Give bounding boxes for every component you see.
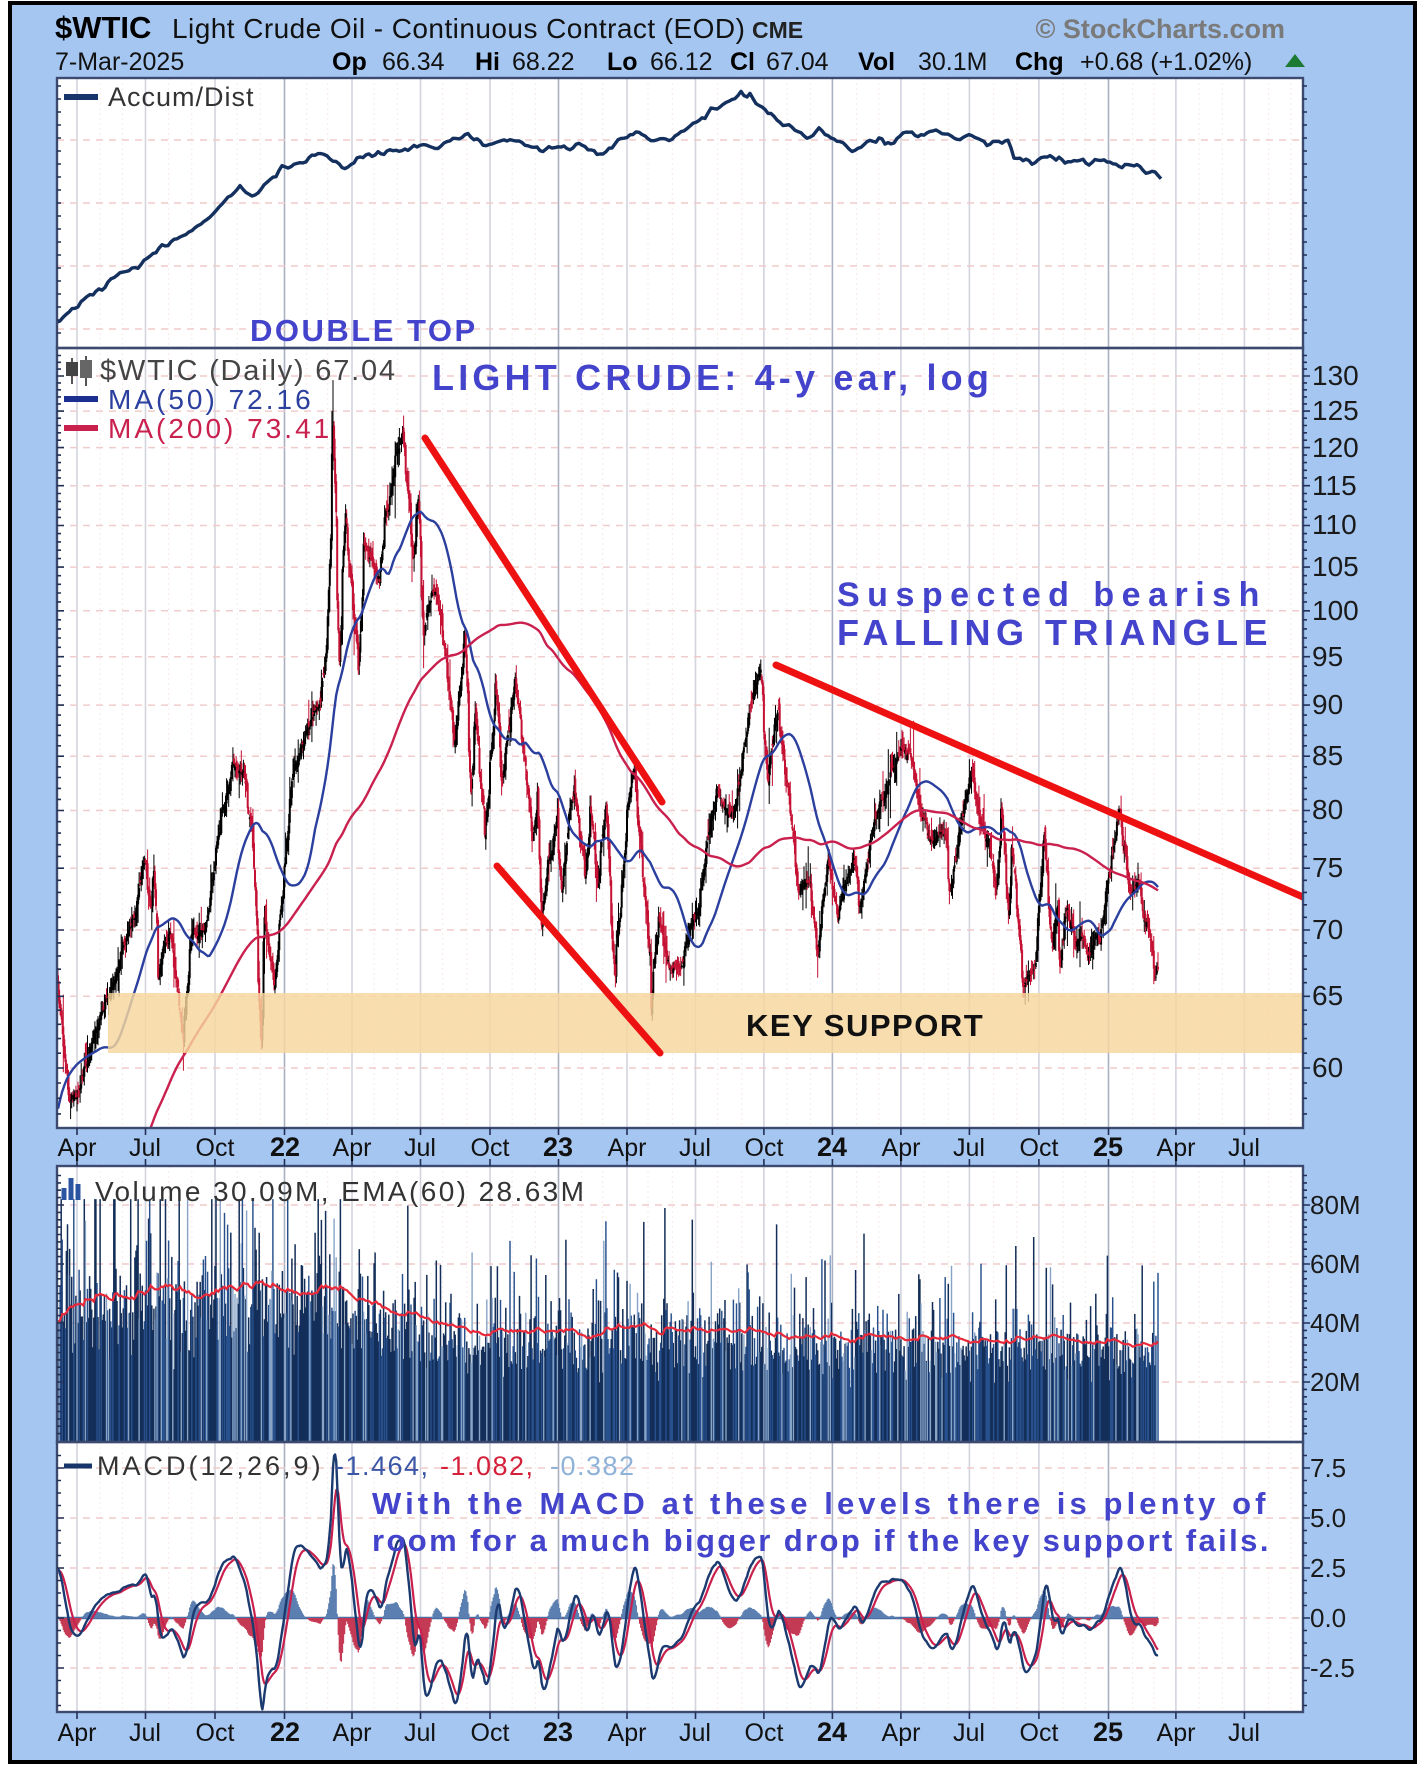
- svg-text:2.5: 2.5: [1310, 1553, 1346, 1583]
- svg-text:125: 125: [1312, 395, 1359, 426]
- svg-text:Oct: Oct: [471, 1719, 510, 1747]
- svg-text:Suspected bearish: Suspected bearish: [837, 576, 1267, 614]
- svg-text:Oct: Oct: [471, 1134, 510, 1162]
- svg-text:KEY SUPPORT: KEY SUPPORT: [746, 1008, 984, 1043]
- svg-text:Light Crude Oil - Continuous C: Light Crude Oil - Continuous Contract (E…: [172, 13, 745, 44]
- svg-text:Apr: Apr: [333, 1719, 372, 1747]
- svg-text:$WTIC: $WTIC: [55, 10, 151, 45]
- svg-text:MA(50) 72.16: MA(50) 72.16: [108, 384, 314, 415]
- svg-text:Oct: Oct: [1020, 1134, 1059, 1162]
- svg-text:7-Mar-2025: 7-Mar-2025: [55, 48, 184, 76]
- svg-text:Jul: Jul: [953, 1719, 985, 1747]
- svg-text:CME: CME: [752, 17, 803, 43]
- svg-text:Jul: Jul: [129, 1134, 161, 1162]
- svg-text:105: 105: [1312, 551, 1359, 582]
- svg-text:Op: Op: [332, 48, 367, 76]
- svg-text:30.1M: 30.1M: [918, 48, 987, 76]
- svg-text:Apr: Apr: [58, 1719, 97, 1747]
- svg-text:67.04: 67.04: [766, 48, 829, 76]
- svg-text:Jul: Jul: [679, 1719, 711, 1747]
- svg-text:With the MACD at these levels: With the MACD at these levels there is p…: [372, 1486, 1270, 1521]
- svg-text:Apr: Apr: [608, 1134, 647, 1162]
- svg-text:$WTIC (Daily) 67.04: $WTIC (Daily) 67.04: [100, 355, 397, 387]
- svg-text:-1.464,: -1.464,: [335, 1451, 430, 1481]
- svg-text:FALLING TRIANGLE: FALLING TRIANGLE: [837, 612, 1273, 653]
- svg-text:115: 115: [1312, 470, 1357, 501]
- svg-text:Apr: Apr: [882, 1134, 921, 1162]
- svg-text:Apr: Apr: [1157, 1719, 1196, 1747]
- svg-text:5.0: 5.0: [1310, 1503, 1346, 1533]
- svg-text:Chg: Chg: [1015, 48, 1064, 76]
- svg-text:0.0: 0.0: [1310, 1603, 1346, 1633]
- svg-text:Oct: Oct: [745, 1719, 784, 1747]
- svg-text:40M: 40M: [1310, 1308, 1361, 1338]
- svg-text:24: 24: [817, 1717, 847, 1747]
- svg-text:68.22: 68.22: [512, 48, 575, 76]
- svg-text:Jul: Jul: [404, 1134, 436, 1162]
- svg-text:22: 22: [270, 1132, 300, 1162]
- svg-text:25: 25: [1093, 1717, 1123, 1747]
- svg-text:130: 130: [1312, 360, 1359, 391]
- svg-text:85: 85: [1312, 740, 1343, 771]
- svg-text:120: 120: [1312, 432, 1359, 463]
- svg-text:24: 24: [817, 1132, 847, 1162]
- svg-text:Apr: Apr: [1157, 1134, 1196, 1162]
- svg-text:66.34: 66.34: [382, 48, 445, 76]
- svg-text:Hi: Hi: [475, 48, 500, 76]
- svg-text:Apr: Apr: [333, 1134, 372, 1162]
- svg-text:95: 95: [1312, 641, 1343, 672]
- svg-text:© StockCharts.com: © StockCharts.com: [1036, 14, 1285, 44]
- svg-text:-2.5: -2.5: [1310, 1653, 1355, 1683]
- svg-text:22: 22: [270, 1717, 300, 1747]
- svg-text:Accum/Dist: Accum/Dist: [108, 82, 255, 112]
- svg-text:Apr: Apr: [58, 1134, 97, 1162]
- svg-text:Oct: Oct: [1020, 1719, 1059, 1747]
- svg-text:Jul: Jul: [1228, 1719, 1260, 1747]
- svg-text:MACD(12,26,9): MACD(12,26,9): [97, 1451, 324, 1481]
- svg-text:Jul: Jul: [953, 1134, 985, 1162]
- svg-text:Jul: Jul: [1228, 1134, 1260, 1162]
- svg-text:Lo: Lo: [607, 48, 638, 76]
- svg-text:Cl: Cl: [730, 48, 755, 76]
- svg-text:66.12: 66.12: [650, 48, 713, 76]
- svg-text:-0.382: -0.382: [550, 1451, 636, 1481]
- svg-text:90: 90: [1312, 689, 1343, 720]
- svg-text:Oct: Oct: [196, 1719, 235, 1747]
- svg-text:70: 70: [1312, 914, 1343, 945]
- svg-text:100: 100: [1312, 595, 1359, 626]
- svg-text:Jul: Jul: [129, 1719, 161, 1747]
- svg-text:Apr: Apr: [882, 1719, 921, 1747]
- svg-text:DOUBLE TOP: DOUBLE TOP: [250, 313, 478, 348]
- svg-text:Oct: Oct: [745, 1134, 784, 1162]
- svg-text:Volume 30.09M, EMA(60) 28.63M: Volume 30.09M, EMA(60) 28.63M: [95, 1176, 586, 1207]
- svg-text:23: 23: [543, 1132, 573, 1162]
- svg-text:+0.68 (+1.02%): +0.68 (+1.02%): [1080, 48, 1252, 76]
- svg-text:Oct: Oct: [196, 1134, 235, 1162]
- svg-text:75: 75: [1312, 852, 1343, 883]
- svg-text:LIGHT CRUDE: 4-y ear, log: LIGHT CRUDE: 4-y ear, log: [432, 357, 993, 398]
- svg-text:-1.082,: -1.082,: [440, 1451, 535, 1481]
- svg-text:room for a much bigger drop if: room for a much bigger drop if the key s…: [372, 1523, 1271, 1558]
- svg-text:MA(200) 73.41: MA(200) 73.41: [108, 413, 332, 444]
- svg-text:25: 25: [1093, 1132, 1123, 1162]
- svg-text:Jul: Jul: [404, 1719, 436, 1747]
- svg-text:65: 65: [1312, 980, 1343, 1011]
- svg-text:7.5: 7.5: [1310, 1453, 1346, 1483]
- svg-text:20M: 20M: [1310, 1367, 1361, 1397]
- svg-text:60M: 60M: [1310, 1249, 1361, 1279]
- svg-text:80M: 80M: [1310, 1190, 1361, 1220]
- svg-text:23: 23: [543, 1717, 573, 1747]
- svg-text:Vol: Vol: [858, 48, 895, 76]
- svg-text:Apr: Apr: [608, 1719, 647, 1747]
- svg-text:Jul: Jul: [679, 1134, 711, 1162]
- svg-text:60: 60: [1312, 1052, 1343, 1083]
- svg-text:110: 110: [1312, 509, 1357, 540]
- svg-text:80: 80: [1312, 794, 1343, 825]
